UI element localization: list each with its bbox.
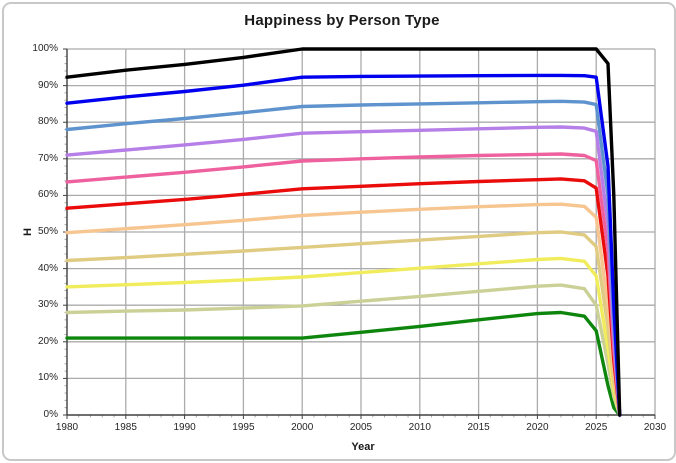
x-tick-label: 1990	[173, 422, 196, 433]
series-line-olive	[65, 283, 622, 417]
y-tick-label: 30%	[37, 299, 58, 311]
y-tick-label: 80%	[37, 116, 58, 128]
y-tick-label: 90%	[37, 79, 58, 91]
series-line-yellow	[65, 256, 622, 417]
series-line-purple	[65, 125, 622, 417]
y-axis-title: H	[22, 228, 34, 236]
x-tick-label: 2015	[467, 422, 490, 433]
x-tick-label: 2020	[526, 422, 549, 433]
x-axis-title: Year	[351, 441, 375, 453]
series-line-tan	[65, 230, 622, 417]
series-line-black	[65, 47, 622, 417]
x-tick-label: 1985	[114, 422, 137, 433]
x-tick-label: 1995	[232, 422, 255, 433]
x-tick-label: 2000	[291, 422, 314, 433]
y-tick-label: 100%	[32, 43, 58, 54]
chart-title: Happiness by Person Type	[244, 12, 440, 29]
series-line-blue	[65, 73, 622, 417]
x-tick-label: 2010	[408, 422, 431, 433]
series-line-green	[65, 310, 622, 417]
y-tick-label: 0%	[43, 409, 58, 420]
x-tick-label: 2030	[643, 422, 667, 433]
y-tick-label: 10%	[37, 372, 58, 384]
series-line-steel-blue	[65, 99, 622, 417]
x-tick-label: 1980	[55, 422, 79, 433]
y-tick-label: 60%	[37, 189, 58, 201]
y-tick-label: 50%	[37, 226, 58, 237]
series-line-peach	[65, 202, 622, 417]
x-tick-label: 2025	[585, 422, 608, 433]
x-tick-label: 2005	[349, 422, 373, 433]
series-line-red	[65, 177, 622, 417]
y-tick-label: 70%	[37, 152, 58, 164]
y-tick-label: 20%	[37, 335, 58, 347]
line-chart-plot	[63, 47, 656, 419]
y-tick-label: 40%	[37, 262, 58, 274]
series-line-pink	[65, 152, 622, 417]
